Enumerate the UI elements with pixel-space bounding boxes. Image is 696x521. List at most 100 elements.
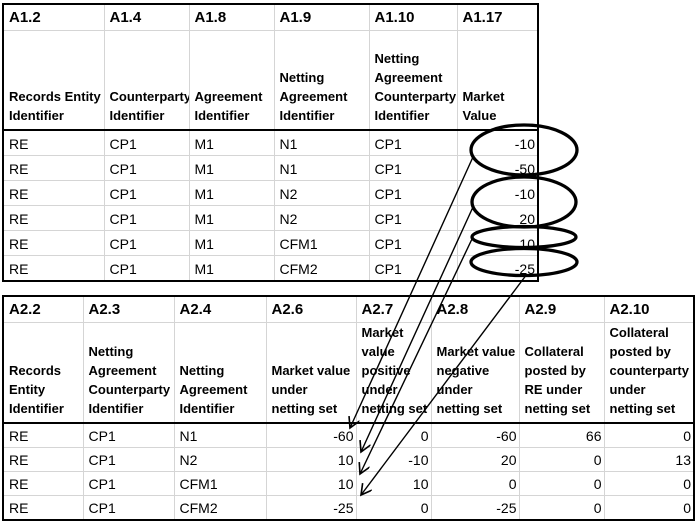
cell: RE [2,422,84,448]
cell: RE [2,495,84,521]
cell: M1 [188,205,275,231]
table-row: RE CP1 CFM1 10 10 0 0 0 [2,471,695,496]
column-code: A1.2 [2,3,105,31]
cell: 0 [603,471,695,496]
column-code: A1.8 [188,3,275,31]
cell: CP1 [82,495,175,521]
cell: CP1 [103,255,190,282]
cell: CP1 [103,155,190,181]
table-row: RE CP1 M1 CFM2 CP1 -25 [2,255,539,282]
cell: N1 [273,129,370,156]
cell: CP1 [103,180,190,206]
column-code: A1.17 [456,3,539,31]
table-row: RE CP1 N2 10 -10 20 0 13 [2,447,695,472]
table-row: RE CP1 N1 -60 0 -60 66 0 [2,422,695,448]
column-title: Records Entity Identifier [2,322,84,424]
column-title: Collateral posted by counterparty under … [603,322,695,424]
cell: CP1 [368,155,458,181]
a1-code-row: A1.2 A1.4 A1.8 A1.9 A1.10 A1.17 [2,3,539,31]
cell: -10 [355,447,432,472]
column-code: A1.9 [273,3,370,31]
market-value-cell: -50 [456,155,539,181]
cell: CP1 [82,447,175,472]
cell: N2 [173,447,267,472]
table-row: RE CP1 M1 N2 CP1 -10 [2,180,539,206]
column-title: Market value negative under netting set [430,322,520,424]
table-row: RE CP1 M1 N2 CP1 20 [2,205,539,231]
market-value-cell: 20 [456,205,539,231]
cell: M1 [188,180,275,206]
netted-value-cell: -25 [265,495,357,521]
market-value-cell: -10 [456,129,539,156]
cell: CFM1 [173,471,267,496]
a1-header-row: Records Entity Identifier Counterparty I… [2,30,539,131]
cell: RE [2,155,105,181]
a2-code-row: A2.2 A2.3 A2.4 A2.6 A2.7 A2.8 A2.9 A2.10 [2,295,695,323]
cell: 0 [603,495,695,521]
market-value-cell: -25 [456,255,539,282]
cell: 0 [518,447,605,472]
column-code: A2.4 [173,295,267,323]
column-code: A2.3 [82,295,175,323]
cell: RE [2,447,84,472]
cell: 0 [430,471,520,496]
cell: 0 [603,422,695,448]
cell: RE [2,230,105,256]
cell: RE [2,471,84,496]
column-title: Counterparty Identifier [103,30,190,131]
cell: RE [2,180,105,206]
cell: N1 [173,422,267,448]
netted-value-cell: 10 [265,471,357,496]
cell: CP1 [368,230,458,256]
cell: N2 [273,205,370,231]
cell: 0 [518,495,605,521]
column-code: A1.10 [368,3,458,31]
cell: M1 [188,230,275,256]
cell: RE [2,255,105,282]
cell: N2 [273,180,370,206]
column-title: Agreement Identifier [188,30,275,131]
column-title: Market value positive under netting set [355,322,432,424]
cell: 0 [518,471,605,496]
cell: M1 [188,255,275,282]
cell: 13 [603,447,695,472]
column-code: A2.2 [2,295,84,323]
column-code: A2.9 [518,295,605,323]
table-a2-netting-sets: A2.2 A2.3 A2.4 A2.6 A2.7 A2.8 A2.9 A2.10… [2,295,695,521]
column-code: A2.6 [265,295,357,323]
cell: 20 [430,447,520,472]
cell: RE [2,129,105,156]
a2-header-row: Records Entity Identifier Netting Agreem… [2,322,695,424]
column-title: Netting Agreement Counterparty Identifie… [82,322,175,424]
netted-value-cell: -60 [265,422,357,448]
cell: -25 [430,495,520,521]
cell: CP1 [368,205,458,231]
table-row: RE CP1 CFM2 -25 0 -25 0 0 [2,495,695,521]
column-code: A2.8 [430,295,520,323]
cell: CP1 [103,230,190,256]
cell: CP1 [103,129,190,156]
cell: M1 [188,129,275,156]
column-title: Netting Agreement Identifier [273,30,370,131]
cell: 0 [355,422,432,448]
table-row: RE CP1 M1 N1 CP1 -50 [2,155,539,181]
column-title: Netting Agreement Counterparty Identifie… [368,30,458,131]
column-code: A2.10 [603,295,695,323]
column-title: Records Entity Identifier [2,30,105,131]
cell: CFM2 [173,495,267,521]
column-title: Collateral posted by RE under netting se… [518,322,605,424]
table-a1-position-records: A1.2 A1.4 A1.8 A1.9 A1.10 A1.17 Records … [2,3,539,282]
cell: CP1 [368,129,458,156]
cell: CP1 [82,471,175,496]
netted-value-cell: 10 [265,447,357,472]
cell: 66 [518,422,605,448]
column-title: Market value under netting set [265,322,357,424]
column-code: A1.4 [103,3,190,31]
table-row: RE CP1 M1 CFM1 CP1 10 [2,230,539,256]
cell: 10 [355,471,432,496]
cell: CP1 [368,255,458,282]
column-title: Netting Agreement Identifier [173,322,267,424]
cell: CFM1 [273,230,370,256]
cell: M1 [188,155,275,181]
cell: CP1 [368,180,458,206]
